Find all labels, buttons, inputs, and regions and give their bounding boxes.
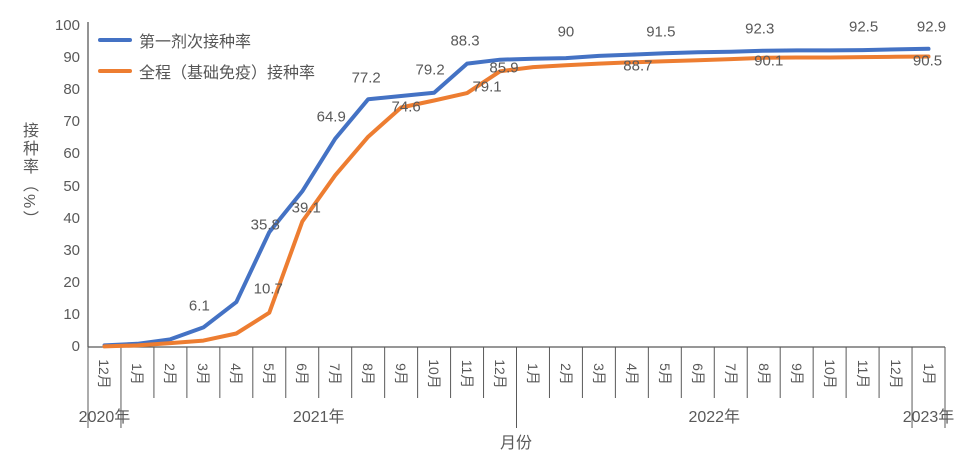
legend-item-label: 全程（基础免疫）接种率 bbox=[139, 65, 316, 82]
x-axis-month-label: 1月 bbox=[524, 362, 541, 385]
data-label: 88.3 bbox=[450, 32, 480, 50]
x-axis-month-label: 12月 bbox=[887, 358, 904, 389]
data-label: 77.2 bbox=[351, 69, 381, 87]
y-axis-tick-label: 20 bbox=[63, 273, 80, 291]
x-axis-month-label: 8月 bbox=[755, 362, 772, 385]
series-line-first-dose bbox=[102, 46, 931, 348]
y-axis-tick-label: 10 bbox=[63, 305, 80, 323]
x-axis-month-label: 4月 bbox=[228, 362, 245, 385]
data-label: 92.5 bbox=[848, 18, 879, 36]
x-axis-month-label: 11月 bbox=[854, 359, 871, 388]
x-axis-year-label: 2021年 bbox=[292, 409, 345, 426]
x-axis-month-label: 7月 bbox=[722, 362, 739, 385]
legend-line-swatch bbox=[98, 38, 132, 42]
x-axis-month-label: 10月 bbox=[821, 358, 838, 389]
x-axis-month-label: 9月 bbox=[393, 362, 410, 385]
data-label: 10.7 bbox=[253, 280, 283, 298]
y-axis-tick-label: 40 bbox=[63, 209, 80, 227]
data-label: 91.5 bbox=[646, 23, 676, 41]
data-label: 64.9 bbox=[316, 108, 346, 126]
y-axis-tick-label: 60 bbox=[63, 145, 80, 163]
legend-item-label: 第一剂次接种率 bbox=[139, 34, 252, 51]
x-axis-month-label: 9月 bbox=[788, 362, 805, 385]
x-axis-month-label: 1月 bbox=[920, 362, 937, 385]
x-axis-year-label: 2023年 bbox=[902, 409, 955, 426]
y-axis-tick-label: 50 bbox=[63, 177, 80, 195]
x-axis-year-label: 2022年 bbox=[688, 409, 741, 426]
x-axis-month-label: 1月 bbox=[129, 362, 146, 385]
x-axis-month-label: 6月 bbox=[689, 362, 706, 385]
x-axis-month-label: 3月 bbox=[590, 362, 607, 385]
y-axis-tick-label: 100 bbox=[54, 17, 80, 34]
data-label: 90.5 bbox=[912, 52, 943, 70]
y-axis-title: 接种率（%） bbox=[20, 122, 37, 229]
x-axis-month-label: 4月 bbox=[623, 362, 640, 385]
x-axis-month-label: 5月 bbox=[656, 362, 673, 385]
x-axis-month-label: 2月 bbox=[557, 362, 574, 385]
x-axis-month-label: 3月 bbox=[195, 362, 212, 385]
y-axis-tick-label: 90 bbox=[63, 49, 80, 67]
x-axis-month-label: 8月 bbox=[360, 362, 377, 385]
data-label: 88.7 bbox=[623, 57, 653, 75]
x-axis-month-label: 7月 bbox=[327, 362, 344, 385]
legend-line-swatch bbox=[98, 69, 132, 73]
series-line-full-course bbox=[102, 54, 931, 349]
x-axis-month-label: 11月 bbox=[459, 359, 476, 388]
y-axis-tick-label: 0 bbox=[71, 338, 80, 355]
data-label: 74.6 bbox=[391, 98, 421, 116]
legend-item: 全程（基础免疫）接种率 bbox=[98, 59, 315, 83]
x-axis-title: 月份 bbox=[499, 435, 533, 452]
y-axis-tick-label: 70 bbox=[63, 113, 80, 131]
y-axis-tick-label: 30 bbox=[63, 241, 80, 259]
y-axis-tick-label: 80 bbox=[63, 81, 80, 99]
data-label: 35.8 bbox=[250, 216, 280, 234]
data-label: 39.1 bbox=[291, 199, 321, 217]
x-axis-month-label: 6月 bbox=[294, 362, 311, 385]
data-label: 85.9 bbox=[489, 59, 519, 77]
data-label: 92.3 bbox=[745, 20, 775, 38]
x-axis-month-label: 12月 bbox=[492, 358, 509, 389]
data-label: 79.2 bbox=[415, 61, 445, 79]
x-axis-month-label: 2月 bbox=[162, 362, 179, 385]
x-axis-month-label: 10月 bbox=[426, 358, 443, 389]
x-axis-month-label: 12月 bbox=[96, 358, 113, 389]
chart-legend: 第一剂次接种率全程（基础免疫）接种率 bbox=[98, 28, 315, 83]
legend-item: 第一剂次接种率 bbox=[98, 28, 315, 52]
data-label: 90 bbox=[557, 23, 575, 41]
x-axis-year-label: 2020年 bbox=[78, 409, 131, 426]
data-label: 92.9 bbox=[916, 18, 947, 36]
x-axis-month-label: 5月 bbox=[261, 362, 278, 385]
data-label: 6.1 bbox=[188, 297, 210, 315]
data-label: 79.1 bbox=[472, 78, 502, 96]
data-label: 90.1 bbox=[754, 52, 784, 70]
